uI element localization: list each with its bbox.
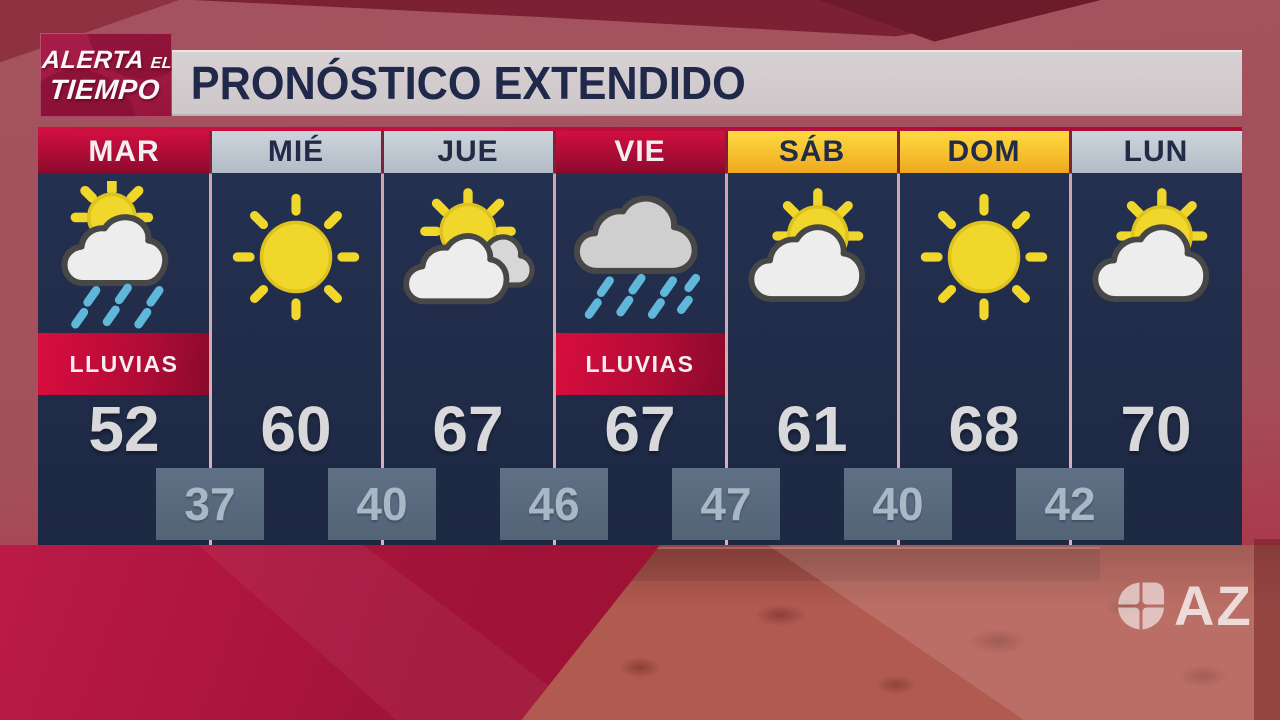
low-temperature-box: 40 xyxy=(328,468,436,540)
column-separator xyxy=(209,131,212,545)
column-separator xyxy=(381,131,384,545)
panel-top-accent-line xyxy=(38,127,1242,131)
low-temperature: 46 xyxy=(528,478,580,530)
background-top-band xyxy=(0,0,1280,130)
day-header: VIE xyxy=(554,131,726,173)
column-separator xyxy=(725,131,728,545)
condition-label: LLUVIAS xyxy=(585,350,695,377)
day-header: JUE xyxy=(382,131,554,173)
column-separator xyxy=(553,131,556,545)
day-header: SÁB xyxy=(726,131,898,173)
column-separator xyxy=(1069,131,1072,545)
low-temperature: 47 xyxy=(700,478,752,530)
alerta-el-tiempo-badge: ALERTA EL TIEMPO xyxy=(39,33,174,117)
low-temperature-box: 40 xyxy=(844,468,952,540)
sun-two-clouds-icon xyxy=(382,181,554,333)
badge-word-el: EL xyxy=(149,54,173,72)
day-name: VIE xyxy=(614,135,666,168)
univision-u-icon xyxy=(1118,582,1164,630)
station-logo: AZ xyxy=(1116,574,1253,637)
day-header: MAR xyxy=(38,131,210,173)
low-temperature: 40 xyxy=(356,478,408,530)
landscape-building xyxy=(620,547,1100,581)
condition-banner: LLUVIAS xyxy=(554,333,726,395)
condition-label: LLUVIAS xyxy=(69,350,179,377)
low-temperature-box: 42 xyxy=(1016,468,1124,540)
sun-cloud-rain-icon xyxy=(38,180,210,333)
forecast-panel: MAR LLUVIAS 52 MIÉ xyxy=(38,127,1242,545)
background-footer xyxy=(0,539,1280,720)
high-temperature: 67 xyxy=(432,393,504,465)
sun-cloud-icon xyxy=(726,181,898,333)
landscape-structure xyxy=(1254,539,1280,720)
column-separator xyxy=(897,131,900,545)
day-name: MAR xyxy=(88,135,160,168)
high-temperature: 68 xyxy=(948,393,1020,465)
low-temperature: 37 xyxy=(184,478,236,530)
high-temperature: 67 xyxy=(604,393,676,465)
day-name: DOM xyxy=(947,135,1021,168)
badge-word-alerta: ALERTA xyxy=(41,45,145,74)
badge-line-1: ALERTA EL xyxy=(41,45,174,76)
sun-cloud-icon xyxy=(1070,181,1242,333)
low-temperature: 40 xyxy=(872,478,924,530)
high-temperature: 70 xyxy=(1120,393,1192,465)
low-temperature-box: 47 xyxy=(672,468,780,540)
condition-banner: LLUVIAS xyxy=(38,333,210,395)
day-name: JUE xyxy=(437,135,499,168)
day-header: MIÉ xyxy=(210,131,382,173)
day-name: MIÉ xyxy=(267,135,325,168)
low-temperature-box: 46 xyxy=(500,468,608,540)
day-name: LUN xyxy=(1123,135,1189,168)
badge-text: ALERTA EL TIEMPO xyxy=(39,45,174,105)
day-header: DOM xyxy=(898,131,1070,173)
high-temperature: 61 xyxy=(776,393,848,465)
badge-word-tiempo: TIEMPO xyxy=(48,73,162,105)
day-header: LUN xyxy=(1070,131,1242,173)
day-name: SÁB xyxy=(778,135,846,168)
page-title: PRONÓSTICO EXTENDIDO xyxy=(190,57,746,109)
high-temperature: 60 xyxy=(260,393,332,465)
sun-icon xyxy=(210,181,382,333)
rain-cloud-icon xyxy=(554,181,726,333)
high-temperature: 52 xyxy=(88,393,160,465)
title-bar: PRONÓSTICO EXTENDIDO xyxy=(172,50,1242,116)
low-temperature: 42 xyxy=(1044,478,1096,530)
sun-icon xyxy=(898,181,1070,333)
station-call-letters: AZ xyxy=(1174,574,1253,637)
low-temperature-box: 37 xyxy=(156,468,264,540)
